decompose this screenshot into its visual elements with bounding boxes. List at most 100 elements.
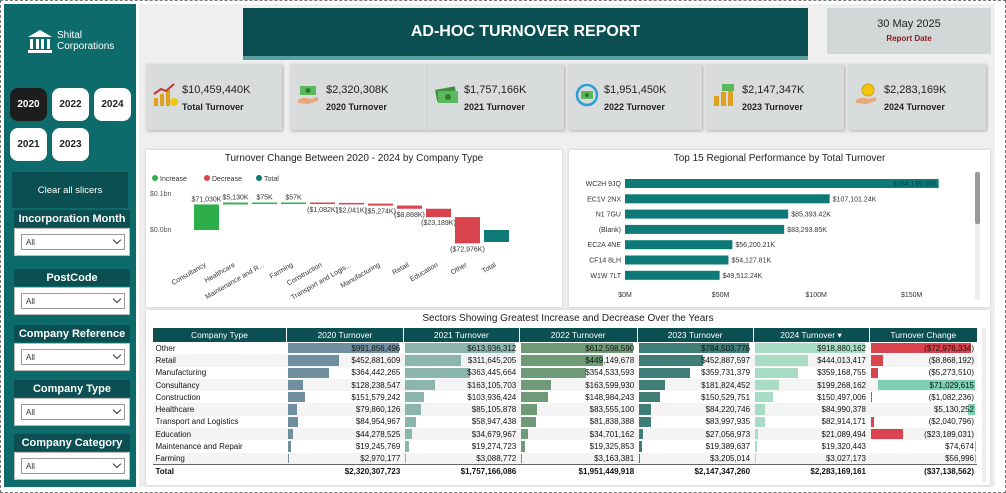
sectors-table: Company Type 2020 Turnover 2021 Turnover 20… [152,328,978,478]
table-row[interactable]: Other $991,856,496 $613,936,312 $612,598,59… [153,342,978,354]
year-button-2020[interactable]: 2020 [10,88,47,121]
table-row[interactable]: Maintenance and Repair $19,245,769 $19,274… [153,440,978,452]
column-header[interactable]: Company Type [152,328,287,342]
waterfall-bar-0[interactable] [194,204,219,230]
company-category-dropdown[interactable]: All [21,458,125,474]
sort-desc-icon[interactable]: ▾ [835,329,842,340]
region-bar-5[interactable] [625,255,729,265]
waterfall-bar-1[interactable] [223,202,248,205]
cell-text: $150,497,006 [817,392,866,402]
cell-value: $44,278,525 [286,428,404,441]
top15-chart: WC2H 9JQ $164,135.05K EC1V 2NX $107,101.24K… [586,179,939,299]
waterfall-data-label: ($2,041K) [336,207,367,214]
table-row[interactable]: Transport and Logistics $84,954,967 $58,94… [153,416,978,428]
year-button-2021[interactable]: 2021 [10,128,47,161]
waterfall-bar-5[interactable] [339,202,364,205]
cell-text: $181,824,452 [701,380,751,390]
waterfall-bar-4[interactable] [310,202,335,205]
cell-value: $19,325,853 [519,440,637,452]
table-row[interactable]: Healthcare $79,860,126 $85,105,878 $83,555,… [152,403,977,416]
waterfall-bar-10[interactable] [484,230,509,242]
cell-data-bar [288,355,340,366]
cell-value: $3,088,772 [403,452,520,465]
cell-data-bar [405,367,471,378]
waterfall-bar-6[interactable] [368,203,393,206]
cell-text: $199,268,162 [817,380,866,390]
cell-company-type: Healthcare [152,403,287,416]
table-row[interactable]: Consultancy $128,238,547 $163,105,703 $163,… [152,378,977,392]
company-type-dropdown[interactable]: All [21,404,125,420]
cell-text: $3,027,173 [825,454,866,464]
chart-coins-icon [153,83,178,106]
top15-title: Top 15 Regional Performance by Total Tur… [673,153,886,164]
region-bar-1[interactable] [625,194,830,204]
cell-value: $3,205,014 [637,452,754,465]
cell-value: $3,027,173 [753,452,869,465]
chevron-down-icon [112,459,122,469]
column-header[interactable]: 2024 Turnover ▾ [752,328,869,342]
cell-value: $27,056,973 [637,428,754,441]
region-bar-4[interactable] [625,240,733,250]
waterfall-data-label: $57K [285,195,302,202]
year-button-2024[interactable]: 2024 [94,88,131,121]
cell-value: $148,984,243 [519,391,637,403]
company-reference-dropdown[interactable]: All [21,349,125,365]
cell-value: $34,679,967 [403,428,520,441]
waterfall-bar-2[interactable] [252,202,277,205]
coin-hand-icon [856,83,876,104]
waterfall-bar-9[interactable] [455,217,480,244]
cell-text: $354,533,593 [585,368,635,378]
cell-data-bar [405,392,424,403]
scrollbar-thumb[interactable] [975,172,980,224]
chevron-down-icon [112,405,122,415]
waterfall-data-label: ($8,868K) [394,212,425,219]
cell-data-bar [639,343,750,354]
region-bar-2[interactable] [625,209,789,219]
cell-text: $3,088,772 [476,454,517,464]
cell-text: $359,731,379 [701,368,751,378]
cell-value: ($5,273,510) [869,367,977,379]
waterfall-bar-8[interactable] [426,208,451,218]
cell-data-bar [521,392,549,403]
table-row[interactable]: Retail $452,881,609 $311,645,205 $449,149,6… [152,354,977,367]
region-bar-3[interactable] [625,224,785,234]
waterfall-bar-3[interactable] [281,202,306,205]
column-header[interactable]: 2022 Turnover [518,328,638,342]
column-header[interactable]: Turnover Change [868,328,977,342]
cell-data-bar [405,343,516,354]
region-bar-6[interactable] [625,270,720,280]
cell-text: ($8,868,192) [928,355,974,365]
cell-company-type: Consultancy [152,378,287,392]
cell-text: $21,089,494 [821,429,867,439]
report-date-card: 30 May 2025 Report Date [827,8,991,54]
year-button-2022[interactable]: 2022 [52,88,89,121]
clear-slicers-button[interactable]: Clear all slicers [12,172,128,208]
x-tick-label: $50M [712,292,730,299]
cell-value: $444,013,417 [753,354,869,367]
table-scrollbar[interactable] [982,328,986,482]
table-row[interactable]: Education $44,278,525 $34,679,967 $34,701,1… [152,428,977,441]
cell-value: $19,320,443 [753,440,869,452]
incorporation-month-dropdown[interactable]: All [21,234,125,250]
column-header[interactable]: 2021 Turnover [402,328,520,342]
cell-text: $19,389,637 [705,442,751,452]
column-header[interactable]: 2023 Turnover [636,328,754,342]
table-row[interactable]: Farming $2,970,177 $3,088,772 $3,163,381 $3,… [152,452,977,465]
waterfall-data-label: ($72,976K) [450,246,485,253]
waterfall-bar-7[interactable] [397,205,422,209]
postcode-dropdown[interactable]: All [21,293,125,309]
cell-company-type: Education [152,428,287,441]
cell-value: $163,599,930 [519,378,638,392]
scrollbar-track[interactable] [975,172,980,300]
column-header[interactable]: 2020 Turnover [285,328,404,342]
cell-value: $83,997,935 [637,416,753,428]
cell-data-bar [639,404,651,415]
cell-text: $364,442,265 [351,368,401,378]
cell-text: $613,936,312 [467,343,517,353]
table-row[interactable]: Manufacturing $364,442,265 $363,445,664 $35… [153,367,978,379]
waterfall-title: Turnover Change Between 2020 - 2024 by C… [224,153,484,164]
region-bar-0[interactable] [625,179,939,188]
table-row[interactable]: Construction $151,579,242 $103,936,424 $148… [153,391,978,403]
kpi-value: $1,951,450K [604,84,667,96]
year-button-2023[interactable]: 2023 [52,128,89,161]
